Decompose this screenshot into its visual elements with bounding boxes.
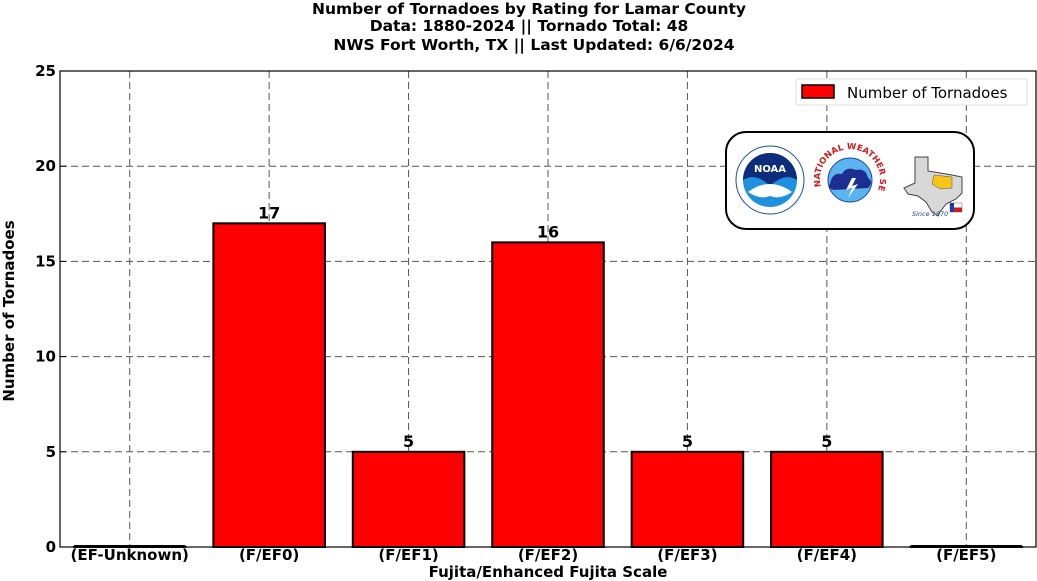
x-tick-label: (F/EF5) xyxy=(936,546,996,564)
y-tick-label: 20 xyxy=(35,157,56,175)
y-tick-label: 15 xyxy=(35,252,56,270)
x-tick-label: (F/EF0) xyxy=(239,546,299,564)
bar-value-label: 16 xyxy=(537,222,559,241)
y-tick-label: 25 xyxy=(35,62,56,80)
chart-title: Number of Tornadoes by Rating for Lamar … xyxy=(312,0,746,55)
bar-value-label: 17 xyxy=(258,203,280,222)
x-tick-label: (F/EF3) xyxy=(657,546,717,564)
x-tick-label: (EF-Unknown) xyxy=(71,546,189,564)
x-tick-label: (F/EF1) xyxy=(378,546,438,564)
y-axis-label: Number of Tornadoes xyxy=(0,220,18,401)
noaa-text: NOAA xyxy=(754,164,786,175)
x-axis-ticks: (EF-Unknown) (F/EF0) (F/EF1) (F/EF2) (F/EF3)… xyxy=(71,546,997,564)
data-labels: 17 5 16 5 5 xyxy=(258,203,832,450)
y-axis-ticks: 0 5 10 15 20 25 xyxy=(35,62,66,556)
title-line-1: Number of Tornadoes by Rating for Lamar … xyxy=(312,0,746,18)
x-tick-label: (F/EF2) xyxy=(518,546,578,564)
y-tick-label: 10 xyxy=(35,348,56,366)
bar-value-label: 5 xyxy=(821,432,832,451)
legend-swatch xyxy=(801,84,835,99)
noaa-logo: NOAA xyxy=(735,145,805,215)
legend: Number of Tornadoes xyxy=(795,78,1028,106)
texas-logo: Since 1870 xyxy=(898,146,966,218)
x-axis-label: Fujita/Enhanced Fujita Scale xyxy=(429,563,668,581)
bar-value-label: 5 xyxy=(682,432,693,451)
title-line-3: NWS Fort Worth, TX || Last Updated: 6/6/… xyxy=(333,36,734,55)
x-tick-label: (F/EF4) xyxy=(797,546,857,564)
legend-label: Number of Tornadoes xyxy=(847,84,1008,102)
title-line-2: Data: 1880-2024 || Tornado Total: 48 xyxy=(370,17,689,36)
bar-f-ef1 xyxy=(351,450,466,548)
bars xyxy=(72,222,1024,549)
y-tick-label: 5 xyxy=(46,443,56,461)
plot-frame xyxy=(59,70,1037,548)
since-text: Since 1870 xyxy=(912,210,948,218)
bar-f-ef2 xyxy=(491,241,605,549)
bar-value-label: 5 xyxy=(403,432,414,451)
y-tick-label: 0 xyxy=(46,538,56,556)
bar-f-ef4 xyxy=(770,450,884,548)
bar-f-ef3 xyxy=(630,450,745,548)
bar-f-ef0 xyxy=(212,222,326,548)
